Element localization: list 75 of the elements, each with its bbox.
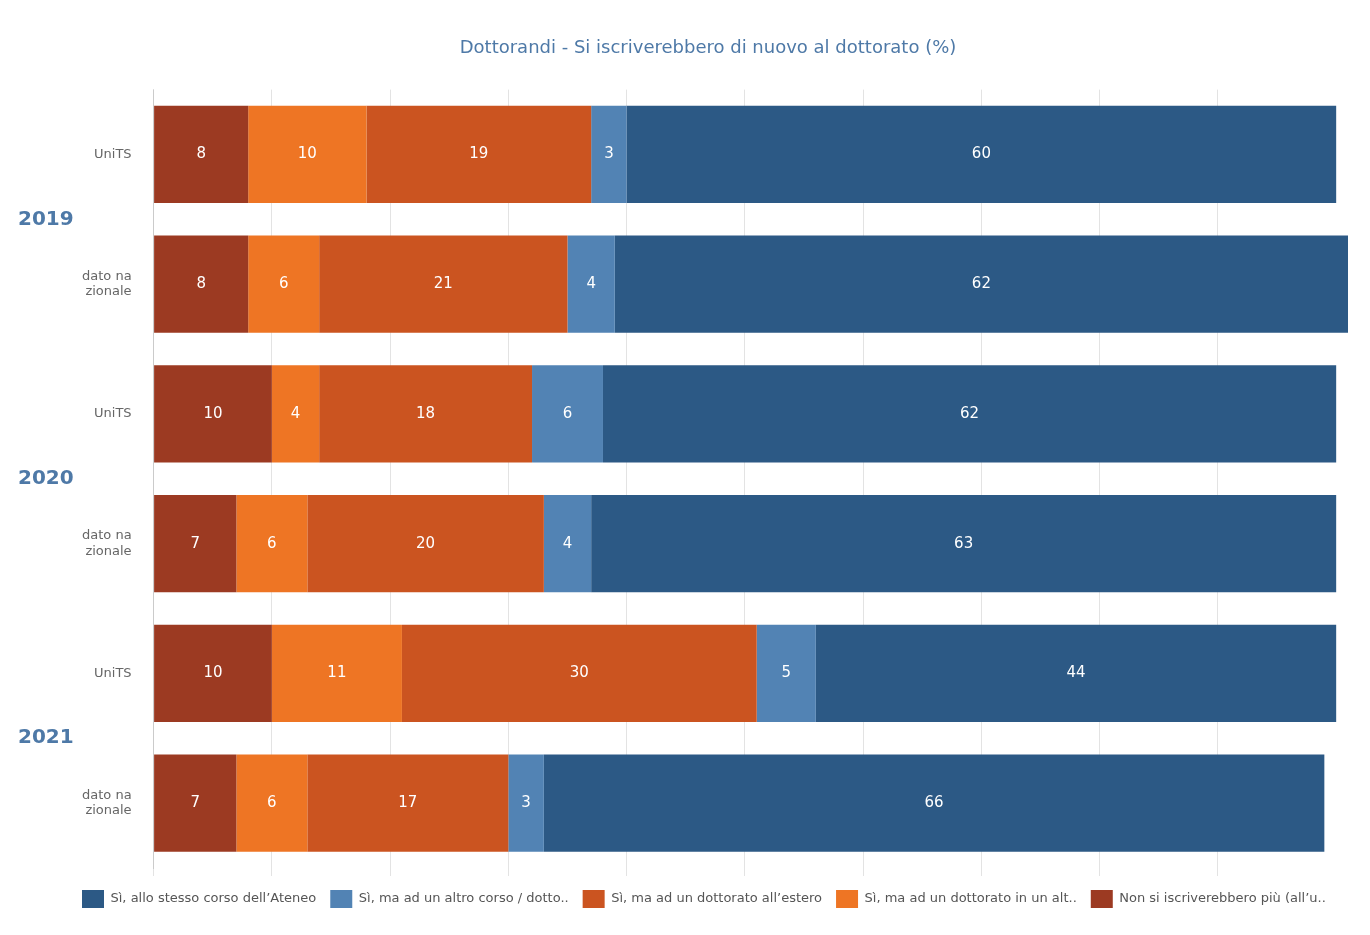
data-label: 6: [267, 533, 277, 552]
text: 2020: [18, 465, 74, 489]
legend-label: Sì, ma ad un altro corso / dotto..: [358, 890, 569, 906]
data-label: 60: [971, 144, 991, 163]
data-label: 6: [278, 274, 289, 293]
bar: [532, 365, 603, 463]
bar: [248, 235, 320, 333]
data-label: 6: [562, 403, 573, 422]
bar: [154, 624, 272, 723]
data-label: 4: [586, 274, 596, 293]
data-label: 3: [521, 793, 531, 812]
data-label: 8: [196, 274, 206, 293]
data-label: 6: [267, 793, 277, 812]
data-label: 10: [297, 144, 317, 163]
data-label: 7: [190, 793, 201, 812]
bar: [154, 105, 249, 204]
data-label: 4: [562, 533, 573, 552]
y-tick-label: UniTS: [94, 145, 132, 161]
bar: [591, 495, 1337, 593]
chart-title: Dottorandi - Si iscriverebbero di nuovo al dottorato (%): [459, 36, 957, 58]
legend-label: Non si iscriverebbero più (all’u..: [1119, 890, 1326, 906]
bar: [602, 365, 1337, 463]
y-tick-label: UniTS: [94, 664, 132, 680]
y-tick-label: dato na zionale: [82, 527, 132, 558]
bar: [248, 105, 367, 204]
bar: [236, 495, 308, 593]
data-label: 18: [416, 403, 436, 422]
bar: [626, 105, 1337, 204]
data-label: 66: [924, 793, 944, 812]
data-label: 17: [398, 793, 418, 812]
data-label: 5: [781, 663, 792, 682]
data-label: 44: [1066, 663, 1086, 682]
bar: [756, 624, 816, 723]
bar: [591, 105, 627, 204]
bar: [319, 365, 533, 463]
y-tick-label: UniTS: [94, 405, 132, 421]
data-label: 62: [960, 403, 980, 422]
data-label: 63: [954, 533, 974, 552]
text: 2021: [18, 724, 74, 749]
bar: [236, 754, 308, 852]
data-label: 10: [203, 663, 223, 682]
bar: [307, 754, 509, 852]
bar: [567, 235, 615, 333]
data-label: 30: [569, 663, 589, 682]
data-label: 21: [433, 274, 453, 293]
bar: [508, 754, 544, 852]
bar: [154, 365, 272, 463]
bar: [815, 624, 1337, 723]
data-label: 11: [327, 663, 347, 682]
bar: [319, 235, 568, 333]
legend-label: Sì, ma ad un dottorato all’estero: [611, 890, 823, 906]
bar: [401, 624, 757, 723]
bar: [543, 495, 592, 593]
data-label: 20: [416, 533, 436, 552]
text: 2019: [18, 205, 74, 230]
y-tick-label: dato na zionale: [82, 786, 132, 818]
data-label: 19: [469, 144, 489, 163]
bar: [307, 495, 544, 593]
data-label: 7: [190, 533, 201, 552]
bar: [543, 754, 1325, 852]
data-label: 10: [203, 403, 223, 422]
data-label: 62: [971, 274, 991, 293]
y-tick-label: dato na zionale: [82, 267, 132, 299]
data-label: 3: [604, 144, 614, 163]
bar: [271, 624, 402, 723]
bar: [366, 105, 592, 204]
legend-label: Sì, allo stesso corso dell’Ateneo: [110, 890, 317, 906]
bar: [271, 365, 320, 463]
bar: [154, 495, 237, 593]
data-label: 8: [196, 144, 206, 163]
data-label: 4: [290, 403, 301, 422]
bar: [154, 235, 249, 333]
bar: [154, 754, 237, 852]
legend-label: Sì, ma ad un dottorato in un alt..: [864, 890, 1077, 906]
bar: [614, 235, 1348, 333]
